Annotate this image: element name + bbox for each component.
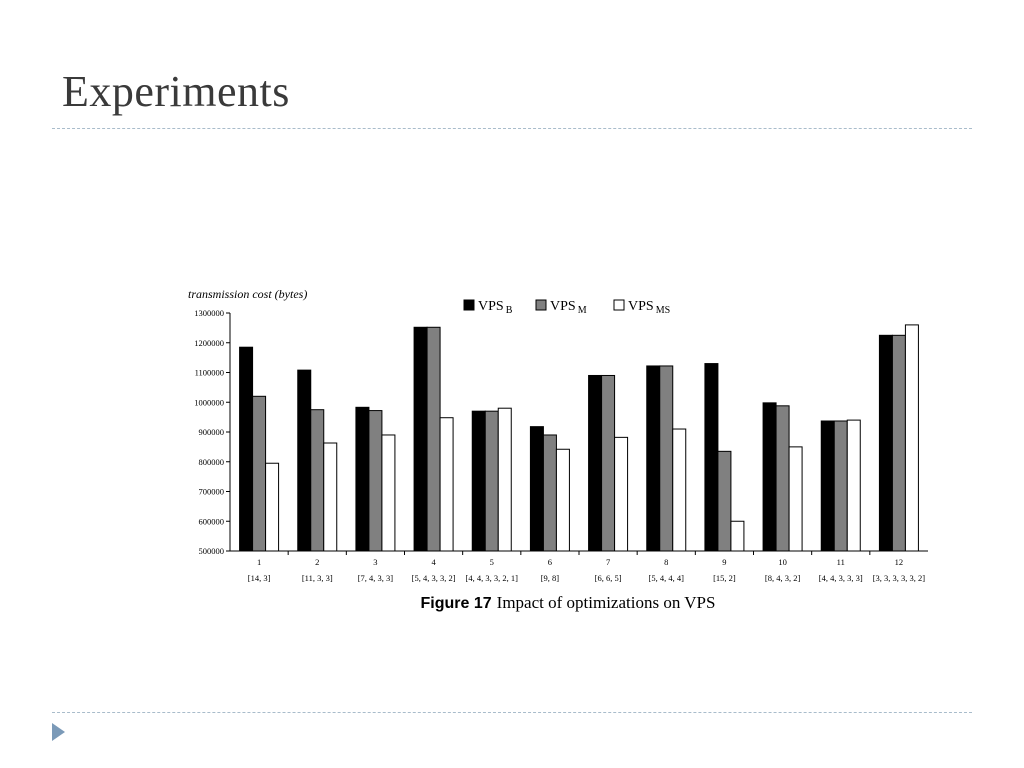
x-tick-sublabel: [9, 8] [541,573,560,583]
x-tick-sublabel: [6, 6, 5] [595,573,622,583]
legend-entry: VPS M [550,299,587,316]
bar-vps-ms-3 [381,434,396,552]
figure-caption-number: Figure 17 [421,595,492,612]
bar-vps-m-9 [717,450,732,552]
x-tick-sublabel: [4, 4, 3, 3, 2, 1] [466,573,519,583]
y-tick-label: 600000 [199,516,225,526]
x-tick-label: 11 [837,557,845,567]
x-tick-label: 9 [722,557,726,567]
legend-series-subscript: B [506,305,513,316]
bar-vps-b-9 [704,363,719,552]
x-tick-label: 6 [548,557,552,567]
bar-vps-m-5 [484,410,499,552]
x-tick-sublabel: [7, 4, 3, 3] [358,573,394,583]
x-tick-label: 10 [778,557,787,567]
legend-swatch-b [463,299,475,311]
x-tick-sublabel: [14, 3] [248,573,271,583]
bar-vps-m-7 [601,374,616,552]
bar-vps-b-12 [878,334,893,552]
x-tick-label: 5 [490,557,494,567]
bars [239,324,919,552]
legend-series-subscript: MS [656,305,670,316]
x-tick-label: 8 [664,557,668,567]
bar-vps-ms-12 [904,324,919,552]
legend-series-name: VPS [628,299,654,314]
x-tick-sublabel: [4, 4, 3, 3, 3] [819,573,863,583]
legend-series-subscript: M [578,305,587,316]
x-tick-label: 12 [895,557,904,567]
bar-vps-m-11 [833,420,848,552]
x-tick-sublabel: [3, 3, 3, 3, 3, 2] [873,573,926,583]
bar-vps-m-12 [891,334,906,552]
bar-vps-ms-11 [846,419,861,552]
y-tick-label: 1300000 [194,308,224,318]
bar-vps-ms-8 [672,428,687,552]
bar-vps-b-11 [820,420,835,552]
chart-legend: VPS B VPS M VPS MS [463,299,670,316]
y-tick-label: 1200000 [194,338,224,348]
bar-vps-ms-6 [555,448,570,552]
x-tick-sublabel: [5, 4, 4, 4] [649,573,685,583]
bar-vps-ms-5 [497,407,512,552]
bar-vps-ms-7 [614,436,629,552]
bar-vps-b-6 [529,426,544,552]
y-tick-label: 500000 [199,546,225,556]
x-axis-ticks: 1 [14, 3] 2 [11, 3, 3] 3 [7, 4, 3, 3] 4 [5, 4, … [248,551,926,583]
bar-vps-b-7 [588,374,603,552]
x-tick-sublabel: [5, 4, 3, 3, 2] [412,573,456,583]
bar-vps-ms-1 [265,462,280,552]
figure-caption-text: Impact of optimizations on VPS [497,593,716,612]
x-tick-label: 3 [373,557,377,567]
triangle-bullet-icon [52,723,65,741]
bar-vps-b-10 [762,402,777,552]
footer-divider [52,712,972,713]
legend-swatch-ms [613,299,625,311]
x-tick-sublabel: [11, 3, 3] [302,573,333,583]
y-tick-label: 700000 [199,487,225,497]
bar-vps-b-1 [239,346,254,552]
legend-swatch-m [535,299,547,311]
legend-series-name: VPS [550,299,576,314]
bar-vps-m-6 [542,434,557,552]
bar-vps-ms-10 [788,446,803,552]
x-tick-sublabel: [15, 2] [713,573,736,583]
legend-entry: VPS B [478,299,513,316]
figure-caption: Figure 17 Impact of optimizations on VPS [421,593,716,612]
bar-vps-ms-4 [439,417,454,552]
x-tick-label: 7 [606,557,610,567]
y-tick-label: 1000000 [194,397,224,407]
y-axis-ticks: 500000 600000 700000 800000 900000 1000000 110… [194,308,230,556]
legend-series-name: VPS [478,299,504,314]
bar-vps-b-8 [646,365,661,552]
bar-vps-m-10 [775,405,790,552]
bar-vps-m-2 [310,409,325,552]
y-tick-label: 900000 [199,427,225,437]
x-tick-sublabel: [8, 4, 3, 2] [765,573,801,583]
bar-vps-m-3 [368,410,383,552]
bar-vps-m-8 [659,365,674,552]
x-tick-label: 2 [315,557,319,567]
bar-vps-b-2 [297,369,312,552]
slide-title: Experiments [62,67,290,116]
y-tick-label: 800000 [199,457,225,467]
bar-vps-b-3 [355,406,370,552]
bar-vps-m-4 [426,326,441,552]
legend-entry: VPS MS [628,299,670,316]
bar-vps-m-1 [252,395,267,552]
title-divider [52,128,972,129]
x-tick-label: 4 [431,557,436,567]
y-axis-label: transmission cost (bytes) [188,287,307,301]
bar-vps-b-4 [413,326,428,552]
y-tick-label: 1100000 [195,368,224,378]
bar-vps-b-5 [471,410,486,552]
bar-vps-ms-9 [730,520,745,552]
x-tick-label: 1 [257,557,261,567]
bar-vps-ms-2 [323,442,338,552]
